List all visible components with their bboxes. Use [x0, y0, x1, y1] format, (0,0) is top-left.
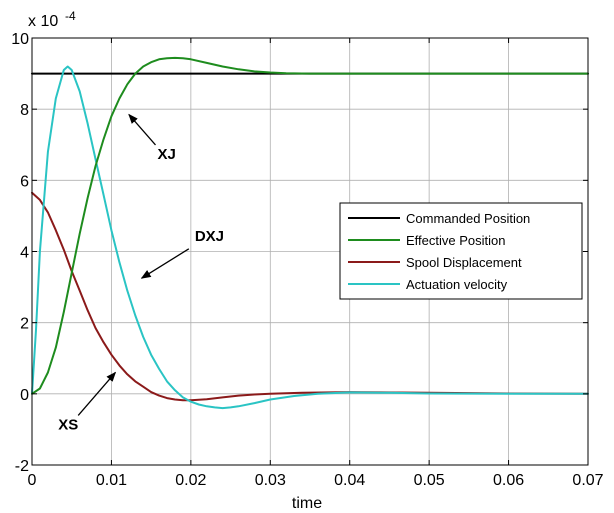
legend: Commanded Position Effective Position Spoo…	[339, 202, 583, 300]
annotation-label: XS	[58, 416, 78, 433]
annotations: XJ DXJ XS	[58, 113, 224, 433]
y-tick-label: 10	[11, 31, 29, 48]
x-tick-label: 0.06	[493, 472, 524, 489]
x-tick-label: 0.04	[334, 472, 365, 489]
x-tick-label: 0.02	[175, 472, 206, 489]
annotation-arrow	[77, 371, 117, 416]
y-tick-label: 2	[20, 316, 29, 333]
series-lines	[31, 56, 589, 410]
y-tick-label: -2	[15, 458, 29, 475]
legend-entry: Commanded Position	[406, 211, 530, 226]
legend-entry: Actuation velocity	[406, 277, 508, 292]
x-tick-label: 0.03	[255, 472, 286, 489]
exponent-power: -4	[65, 9, 76, 23]
x-tick-label: 0	[28, 472, 37, 489]
y-tick-label: 8	[20, 102, 29, 119]
legend-entry: Spool Displacement	[406, 255, 522, 270]
annotation-label: XJ	[157, 146, 175, 163]
y-tick-label: 6	[20, 173, 29, 190]
x-tick-label: 0.01	[96, 472, 127, 489]
x-tick-label: 0.05	[414, 472, 445, 489]
y-tick-label: 4	[20, 245, 29, 262]
exponent-base: x 10	[28, 13, 58, 30]
annotation-arrow	[128, 113, 156, 146]
y-tick-label: 0	[20, 387, 29, 404]
x-axis-label: time	[292, 495, 322, 512]
x-tick-label: 0.07	[572, 472, 603, 489]
legend-entry: Effective Position	[406, 233, 505, 248]
axis-exponent: x 10 -4	[28, 9, 76, 30]
series-line-actuation-velocity	[31, 65, 589, 410]
series-line-effective-position	[31, 56, 589, 395]
annotation-label: DXJ	[195, 228, 224, 245]
annotation-arrow	[140, 248, 190, 279]
